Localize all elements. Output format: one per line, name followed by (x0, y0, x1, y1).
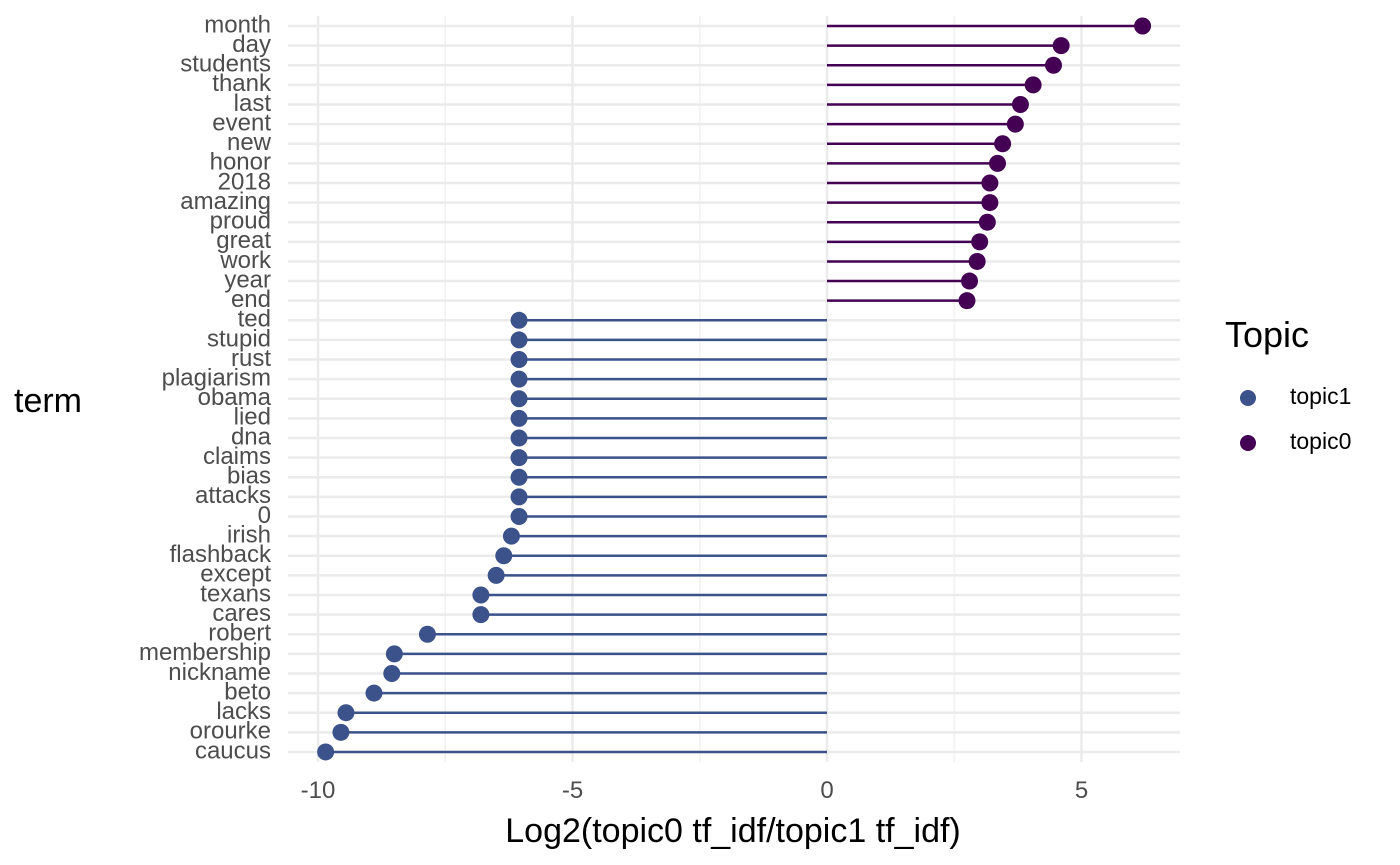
lollipop-point-topic1 (472, 586, 490, 604)
y-tick-label: beto (224, 678, 271, 705)
lollipop-point-topic1 (510, 390, 528, 408)
lollipop-point-topic0 (958, 292, 976, 310)
y-tick-label: honor (210, 149, 271, 176)
lollipop-point-topic1 (472, 606, 490, 624)
legend-title: Topic (1225, 314, 1309, 355)
lollipop-point-topic1 (510, 429, 528, 447)
lollipop-point-topic0 (968, 252, 986, 270)
x-tick-label: 5 (1075, 777, 1088, 804)
lollipop-point-topic0 (971, 233, 989, 251)
y-tick-label: claims (203, 443, 271, 470)
legend: Topic topic1 topic0 (1225, 314, 1351, 454)
y-tick-label: obama (198, 384, 272, 411)
lollipop-point-topic1 (510, 311, 528, 329)
y-tick-label: except (200, 561, 271, 588)
lollipop-point-topic0 (961, 272, 979, 290)
lollipop-point-topic1 (510, 351, 528, 369)
lollipop-point-topic1 (510, 508, 528, 525)
legend-key-topic0 (1240, 435, 1256, 451)
y-tick-label: flashback (170, 541, 272, 568)
y-tick-label: 2018 (218, 168, 271, 195)
lollipop-point-topic0 (1045, 56, 1063, 74)
y-tick-label: robert (208, 620, 271, 647)
legend-label-topic1: topic1 (1290, 383, 1351, 409)
y-tick-label: thank (212, 70, 272, 97)
y-tick-label: work (219, 247, 272, 274)
y-tick-label: month (204, 11, 271, 38)
y-tick-label: 0 (258, 502, 271, 529)
lollipop-point-topic0 (989, 154, 1007, 172)
y-tick-label: lied (234, 404, 271, 431)
y-tick-label: great (216, 227, 271, 254)
y-tick-label: plagiarism (162, 365, 271, 392)
lollipop-point-topic1 (383, 664, 401, 682)
y-tick-label: irish (227, 521, 271, 548)
lollipop-point-topic1 (418, 625, 436, 643)
y-tick-label: caucus (195, 737, 271, 764)
lollipop-point-topic1 (510, 370, 528, 388)
y-tick-label: end (231, 286, 271, 313)
lollipop-point-topic1 (495, 547, 513, 565)
lollipop-point-topic0 (1024, 76, 1042, 94)
lollipop-point-topic1 (510, 468, 528, 486)
lollipop-point-topic0 (1052, 37, 1070, 55)
y-tick-label: bias (227, 463, 271, 490)
y-tick-label: students (180, 51, 271, 78)
lollipop-point-topic1 (337, 704, 355, 722)
y-axis-title: term (14, 382, 82, 420)
y-tick-label: amazing (180, 188, 271, 215)
lollipop-point-topic1 (385, 645, 403, 663)
lollipop-point-topic0 (978, 213, 996, 231)
lollipop-point-topic0 (1006, 115, 1024, 133)
y-tick-label: year (224, 266, 271, 293)
lollipop-point-topic1 (510, 409, 528, 427)
lollipop-point-topic0 (1011, 95, 1029, 113)
legend-key-topic1 (1240, 390, 1256, 406)
legend-label-topic0: topic0 (1290, 428, 1351, 454)
lollipop-point-topic1 (332, 723, 350, 741)
y-tick-label: attacks (195, 482, 271, 509)
y-tick-label: nickname (168, 659, 271, 686)
lollipop-point-topic1 (510, 331, 528, 349)
y-tick-label: cares (212, 600, 271, 627)
lollipop-point-topic0 (981, 194, 999, 212)
y-tick-label: lacks (216, 698, 271, 725)
y-tick-label: new (227, 129, 272, 156)
lollipop-point-topic1 (510, 488, 528, 506)
x-axis-tick-labels: -10 -5 0 5 (301, 777, 1089, 804)
lollipop-point-topic1 (487, 566, 505, 584)
y-tick-label: proud (210, 208, 271, 235)
y-tick-label: event (212, 109, 271, 136)
grid (288, 16, 1180, 762)
y-axis-tick-labels: monthdaystudentsthanklasteventnewhonor20… (139, 11, 272, 764)
y-tick-label: membership (139, 639, 271, 666)
lollipop-point-topic1 (510, 449, 528, 467)
y-tick-label: orourke (190, 718, 271, 745)
y-tick-label: dna (231, 423, 272, 450)
y-tick-label: texans (200, 580, 271, 607)
y-tick-label: stupid (207, 325, 271, 352)
lollipop-point-topic1 (502, 527, 520, 545)
lollipop-point-topic0 (994, 135, 1012, 153)
lollipop-point-topic0 (1134, 17, 1152, 35)
x-tick-label: -10 (301, 777, 336, 804)
y-tick-label: ted (238, 306, 271, 333)
lollipop-points (317, 17, 1152, 761)
x-tick-label: 0 (820, 777, 833, 804)
lollipop-point-topic0 (981, 174, 999, 192)
y-tick-label: day (232, 31, 271, 58)
lollipop-point-topic1 (317, 743, 335, 761)
y-tick-label: last (234, 90, 272, 117)
lollipop-point-topic1 (365, 684, 383, 702)
x-axis-title: Log2(topic0 tf_idf/topic1 tf_idf) (505, 812, 961, 850)
y-tick-label: rust (231, 345, 271, 372)
lollipop-stems (325, 24, 1143, 754)
x-tick-label: -5 (562, 777, 583, 804)
